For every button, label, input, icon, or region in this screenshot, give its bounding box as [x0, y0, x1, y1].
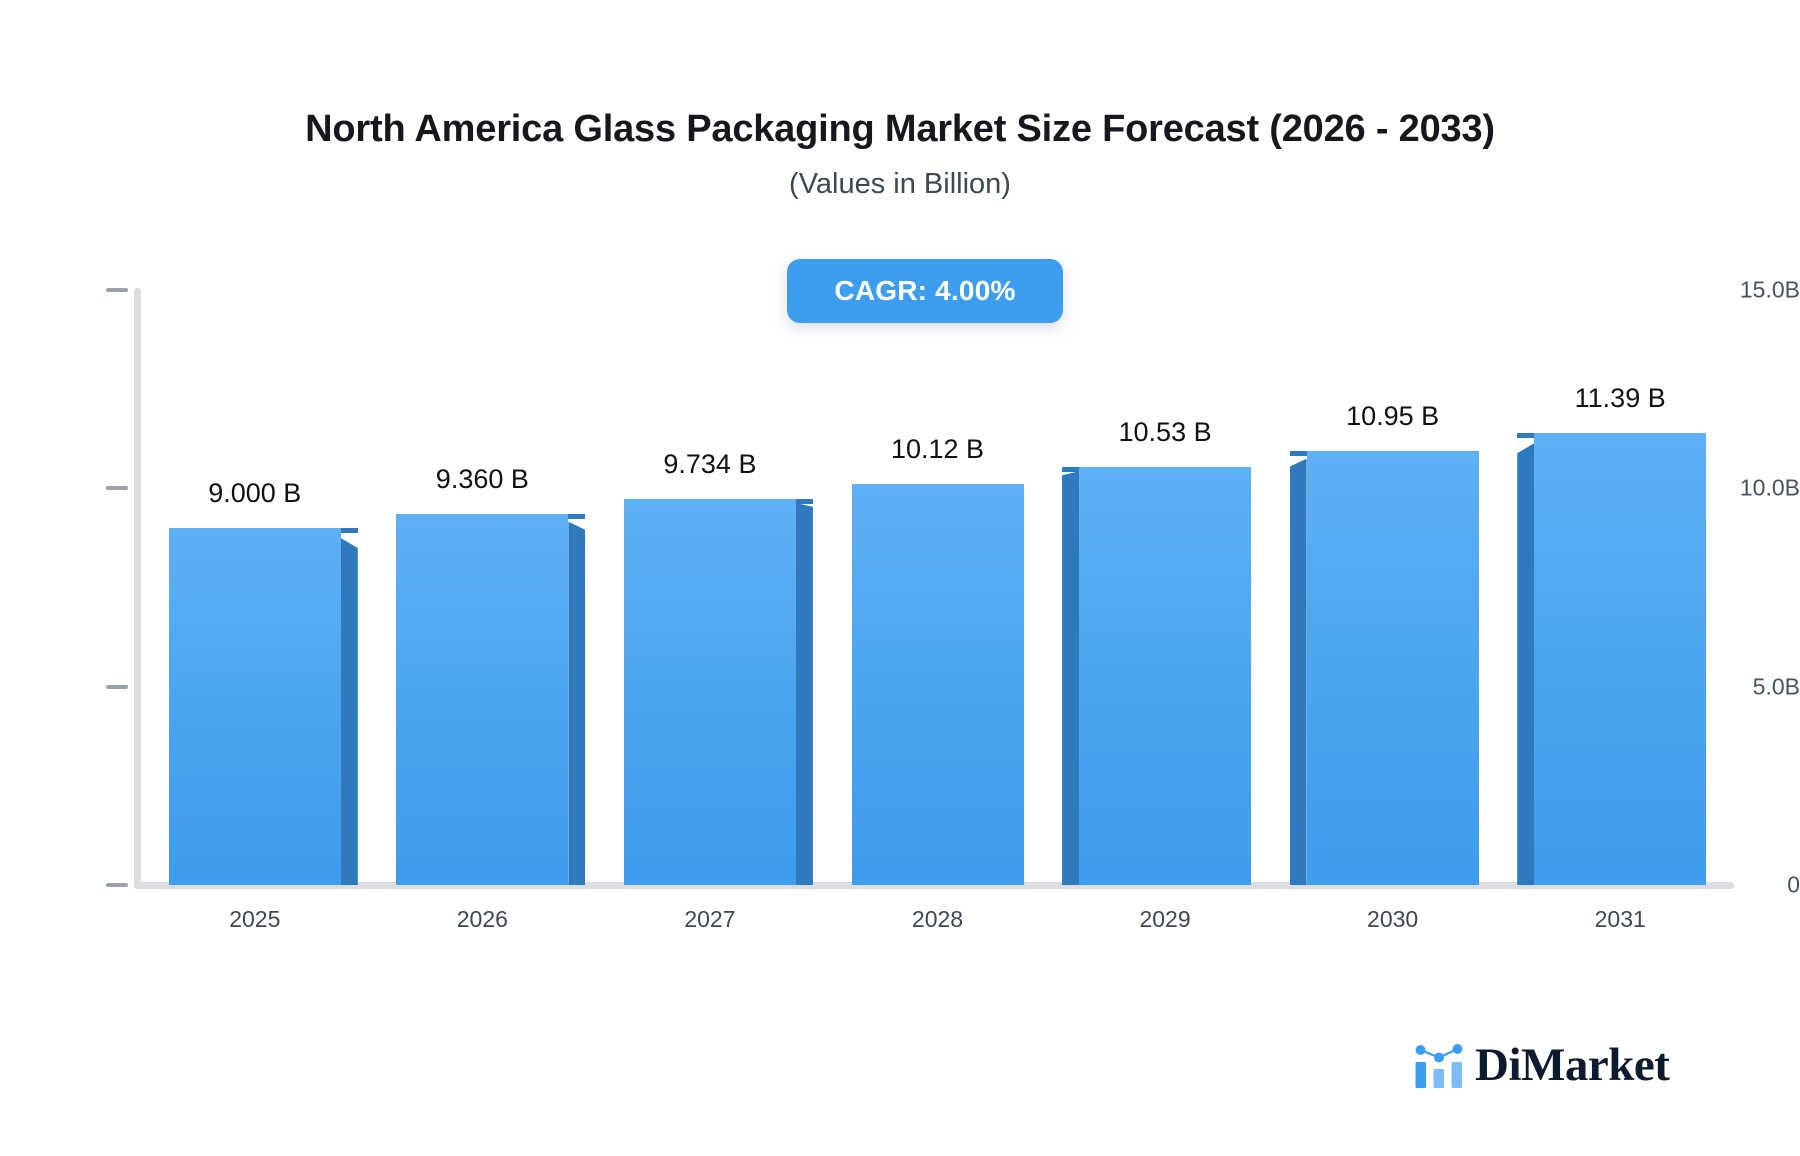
bar-top-edge: [1517, 433, 1535, 439]
bar: [396, 513, 586, 885]
y-axis-label: 15.0B: [1739, 276, 1800, 303]
bar-value-label: 9.000 B: [208, 478, 302, 508]
chart-title: North America Glass Packaging Market Siz…: [305, 108, 1495, 150]
x-axis-label: 2029: [1139, 906, 1191, 932]
y-axis-tick: [106, 684, 128, 689]
brand-logo: DiMarket: [1414, 1039, 1670, 1091]
bar: [168, 528, 358, 885]
bar-face: [623, 498, 796, 885]
bar-top-edge: [568, 513, 586, 519]
bar-top-edge: [795, 498, 813, 504]
y-axis-tick: [106, 883, 128, 887]
bar-face: [396, 513, 569, 885]
bar: [1289, 450, 1479, 885]
x-axis-label: 2026: [456, 906, 508, 932]
bar-face: [1534, 433, 1707, 885]
bar: [851, 483, 1024, 885]
y-axis-label: 10.0B: [1739, 474, 1800, 501]
bar-value-label: 11.39 B: [1574, 383, 1666, 414]
y-axis-line: [134, 288, 141, 888]
x-axis-label: 2031: [1594, 906, 1646, 932]
bar-face: [851, 483, 1024, 885]
bar: [623, 498, 813, 885]
x-axis-label: 2030: [1367, 906, 1419, 932]
bar-top-edge: [1289, 450, 1307, 456]
bar-value-label: 10.53 B: [1118, 417, 1212, 448]
bar-chart-logo-icon: [1415, 1043, 1463, 1088]
bar-face: [1079, 467, 1252, 885]
bar-value-label: 9.360 B: [435, 463, 529, 494]
x-axis-label: 2025: [229, 906, 281, 932]
y-axis-label: 5.0B: [1752, 673, 1800, 700]
cagr-badge-label: CAGR: 4.00%: [834, 275, 1016, 306]
bar: [1062, 467, 1252, 885]
x-axis-label: 2027: [684, 906, 736, 932]
y-axis-tick: [106, 288, 128, 292]
x-axis-label: 2028: [911, 906, 964, 932]
x-axis-line: [134, 882, 1734, 889]
cagr-badge: CAGR: 4.00%: [787, 259, 1063, 323]
bar-value-label: 10.12 B: [890, 433, 985, 464]
bar-face: [1306, 450, 1479, 885]
bar-top-edge: [1062, 467, 1080, 473]
y-axis-tick: [106, 486, 128, 491]
bar-value-label: 9.734 B: [663, 448, 757, 479]
brand-name: DiMarket: [1475, 1039, 1670, 1091]
bar-top-edge: [340, 528, 358, 533]
bar: [1517, 433, 1707, 885]
chart-subtitle: (Values in Billion): [789, 168, 1011, 200]
bar-face: [168, 528, 341, 885]
bar-value-label: 10.95 B: [1346, 400, 1440, 431]
y-axis-label: 0: [1787, 871, 1800, 898]
